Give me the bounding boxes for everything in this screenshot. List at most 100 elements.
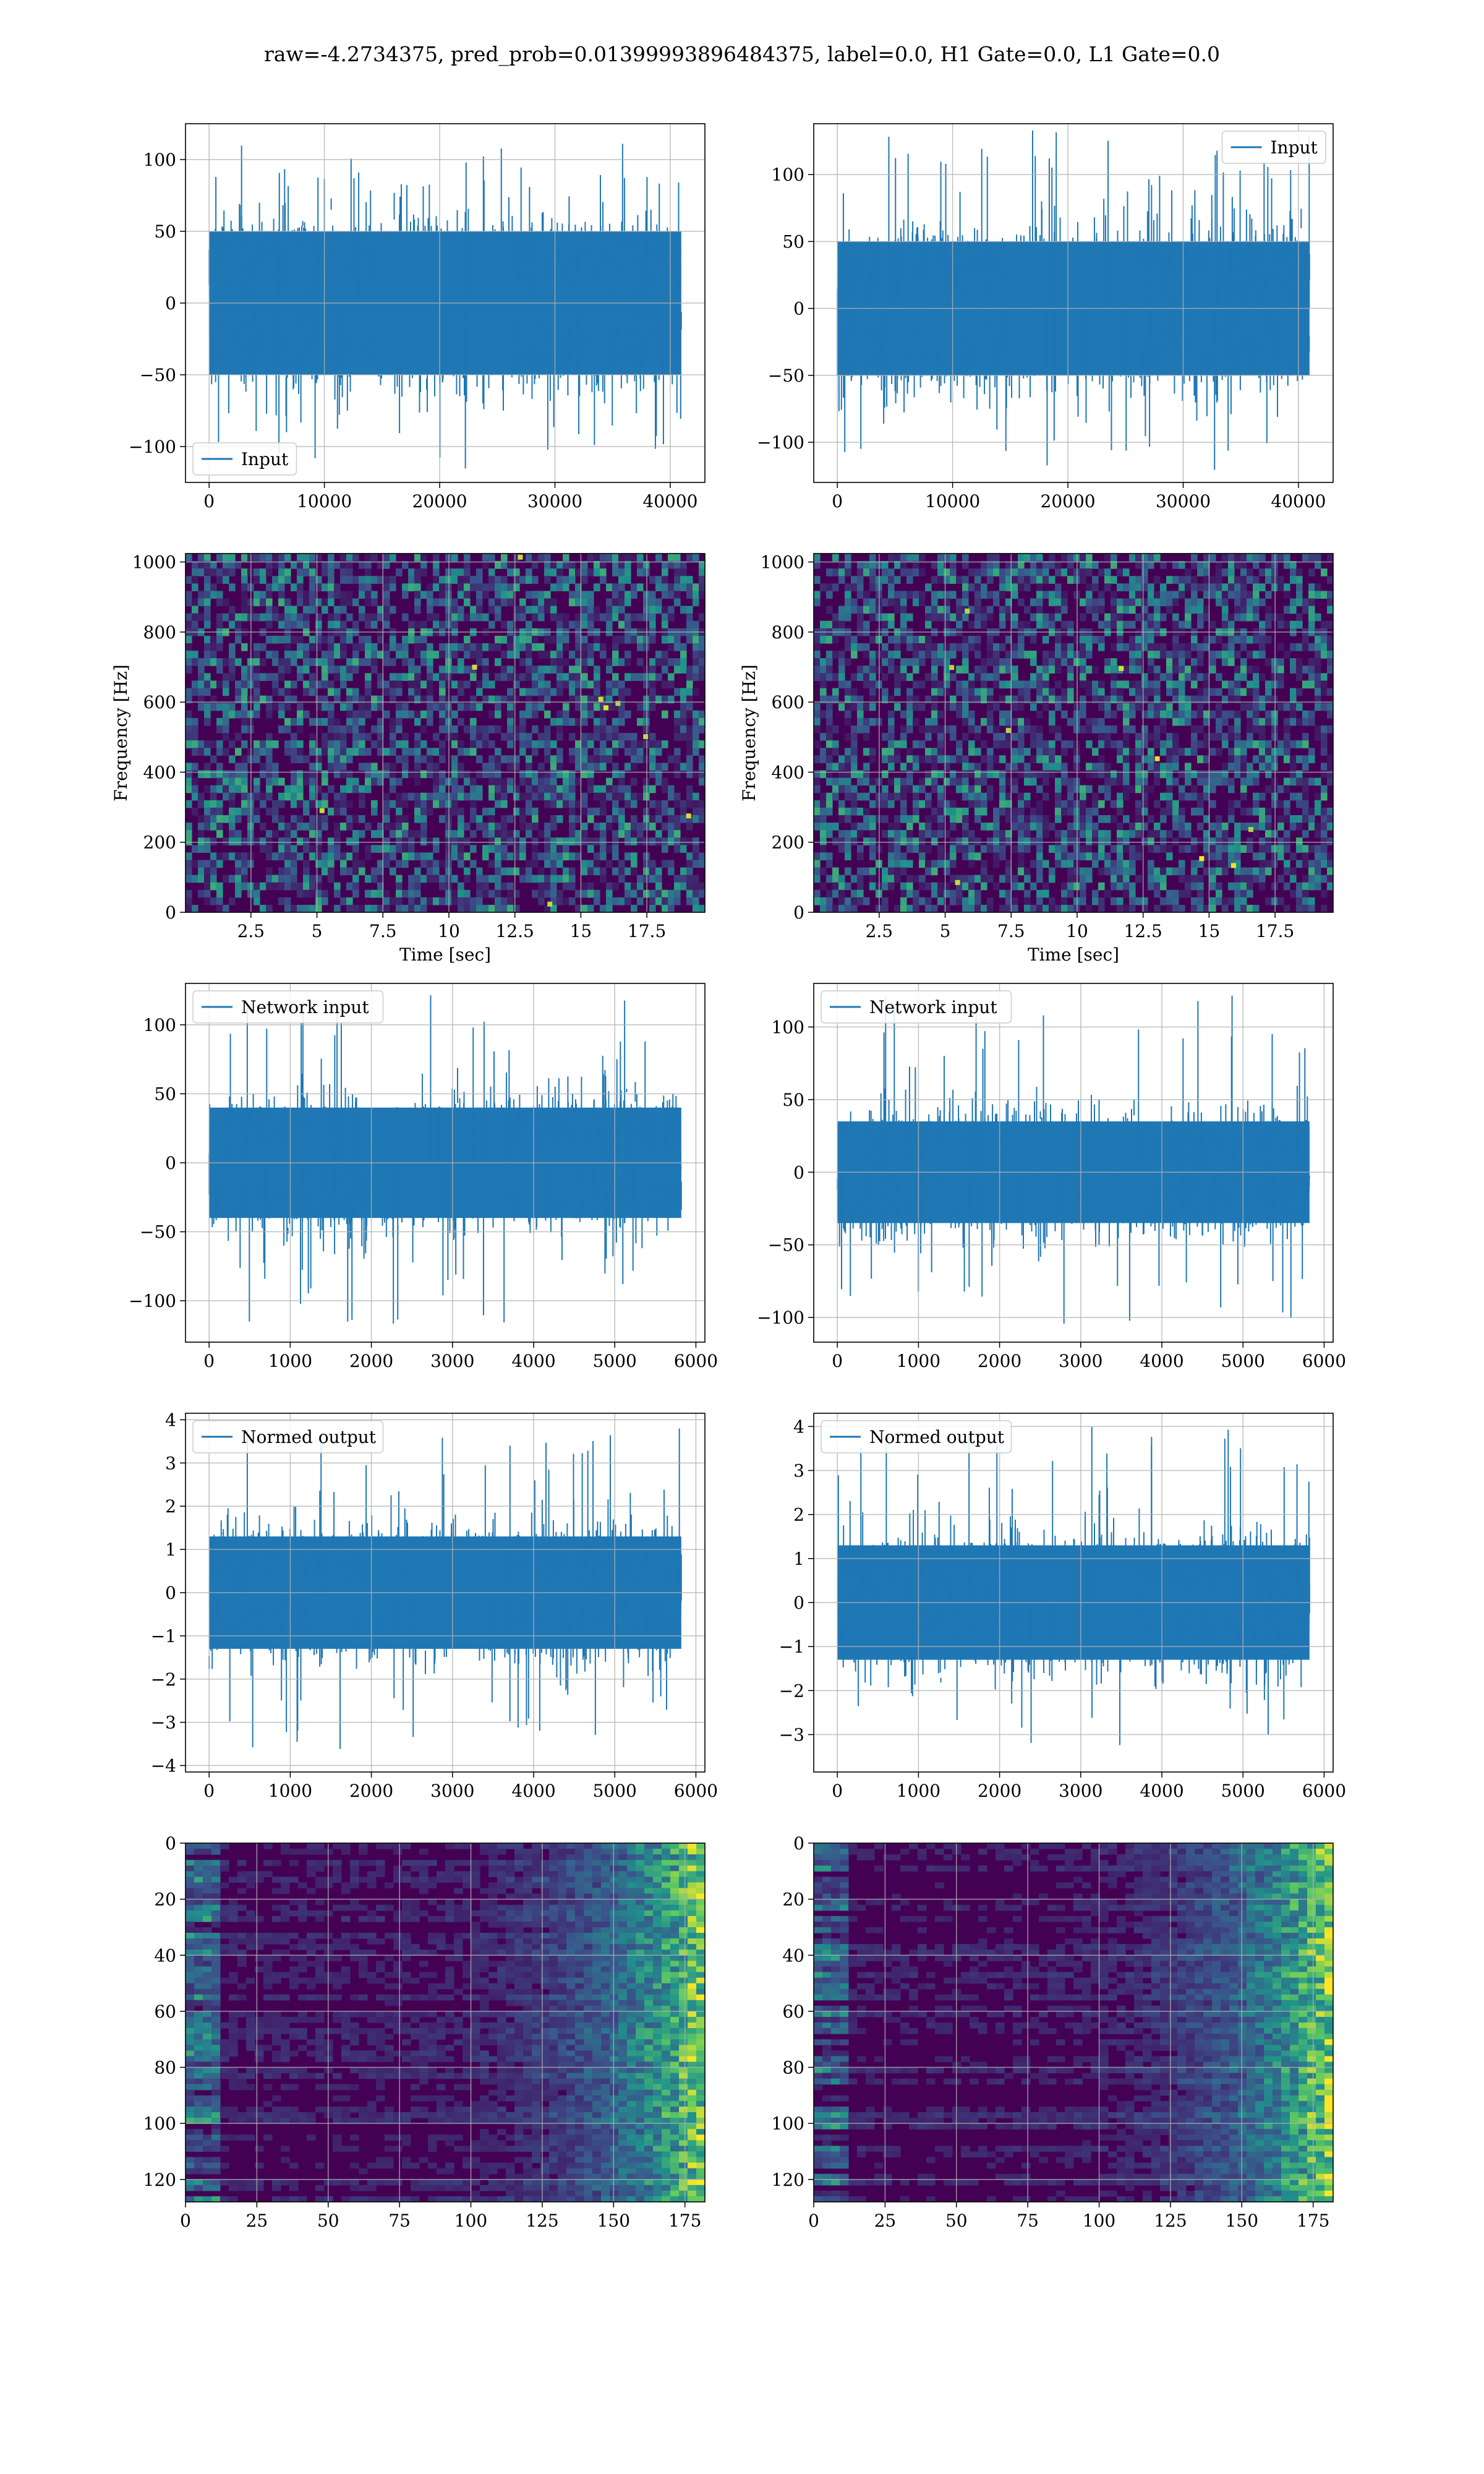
heatmap-cell [594, 583, 600, 592]
heatmap-cell [1284, 830, 1290, 838]
heatmap-cell [906, 725, 913, 734]
heatmap-cell [532, 823, 539, 831]
heatmap-cell [544, 561, 551, 569]
heatmap-cell [396, 703, 403, 711]
heatmap-cell [693, 635, 699, 644]
heatmap-cell [216, 897, 223, 905]
heatmap-cell [625, 830, 631, 838]
heatmap-cell [693, 807, 699, 816]
heatmap-cell [458, 852, 464, 861]
heatmap-cell [1012, 807, 1018, 816]
heatmap-cell [1117, 845, 1124, 853]
heatmap-cell [507, 733, 514, 741]
heatmap-cell [814, 755, 821, 763]
heatmap-cell [340, 561, 347, 569]
heatmap-cell [433, 845, 440, 853]
heatmap-cell [1018, 688, 1025, 696]
heatmap-cell [999, 845, 1006, 853]
heatmap-cell [513, 733, 520, 741]
heatmap-cell [1160, 591, 1167, 599]
heatmap-cell [1061, 710, 1068, 719]
heatmap-cell [420, 695, 427, 704]
heatmap-cell [1080, 658, 1086, 666]
heatmap-cell [1277, 815, 1284, 823]
heatmap-cell [1098, 703, 1105, 711]
heatmap-cell [526, 740, 532, 748]
heatmap-cell [1197, 823, 1204, 831]
heatmap-cell [1036, 591, 1043, 599]
heatmap-cell [464, 777, 471, 786]
heatmap-cell [900, 666, 907, 674]
heatmap-cell [919, 643, 926, 651]
heatmap-cell [309, 777, 316, 786]
heatmap-cell [882, 688, 889, 696]
heatmap-cell [507, 889, 514, 898]
heatmap-cell [937, 823, 944, 831]
heatmap-cell [482, 770, 489, 779]
heatmap-cell [569, 823, 576, 831]
heatmap-cell [1302, 643, 1309, 651]
heatmap-cell [241, 673, 248, 682]
heatmap-cell [838, 658, 845, 666]
heatmap-cell [1030, 561, 1037, 569]
heatmap-cell [1327, 860, 1333, 868]
heatmap-cell [974, 792, 981, 801]
heatmap-cell [649, 591, 656, 599]
heatmap-cell [241, 763, 248, 771]
heatmap-cell [260, 763, 267, 771]
heatmap-cell [1265, 815, 1272, 823]
heatmap-cell [1098, 763, 1105, 771]
heatmap-cell [1265, 620, 1272, 629]
heatmap-cell [470, 643, 477, 651]
heatmap-cell [210, 875, 217, 883]
heatmap-cell [931, 770, 938, 779]
heatmap-cell [1203, 583, 1210, 592]
heatmap-cell [340, 568, 347, 576]
heatmap-cell [944, 598, 950, 607]
heatmap-cell [538, 867, 545, 876]
heatmap-cell [291, 606, 297, 614]
heatmap-cell [974, 725, 981, 734]
heatmap-cell [204, 576, 211, 584]
heatmap-cell [606, 733, 613, 741]
heatmap-cell [315, 717, 322, 726]
heatmap-cell [439, 815, 446, 823]
heatmap-cell [1036, 598, 1043, 607]
heatmap-cell [390, 680, 396, 689]
heatmap-cell [390, 688, 396, 696]
heatmap-cell [1098, 568, 1105, 576]
heatmap-cell [686, 897, 693, 905]
heatmap-cell [488, 770, 495, 779]
heatmap-cell [402, 800, 409, 808]
heatmap-cell [575, 763, 582, 771]
heatmap-cell [420, 792, 427, 801]
heatmap-cell [266, 748, 273, 756]
heatmap-cell [1111, 606, 1117, 614]
heatmap-cell [340, 666, 347, 674]
heatmap-cell [569, 770, 576, 779]
heatmap-cell [1172, 635, 1179, 644]
heatmap-cell [1018, 830, 1025, 838]
heatmap-cell [832, 688, 839, 696]
heatmap-cell [1271, 710, 1278, 719]
heatmap-cell [987, 770, 994, 779]
heatmap-cell [869, 777, 876, 786]
heatmap-cell [686, 613, 693, 622]
heatmap-cell [851, 606, 858, 614]
heatmap-cell [1086, 561, 1093, 569]
heatmap-cell [1067, 852, 1074, 861]
heatmap-cell [241, 740, 248, 748]
heatmap-cell [396, 755, 403, 763]
heatmap-cell [396, 643, 403, 651]
heatmap-cell [1036, 860, 1043, 868]
heatmap-cell [266, 606, 273, 614]
heatmap-cell [900, 792, 907, 801]
heatmap-cell [686, 733, 693, 741]
heatmap-cell [686, 770, 693, 779]
heatmap-cell [526, 554, 532, 562]
heatmap-cell [414, 897, 421, 905]
heatmap-cell [1185, 606, 1192, 614]
heatmap-cell [1179, 807, 1185, 816]
heatmap-cell [919, 845, 926, 853]
